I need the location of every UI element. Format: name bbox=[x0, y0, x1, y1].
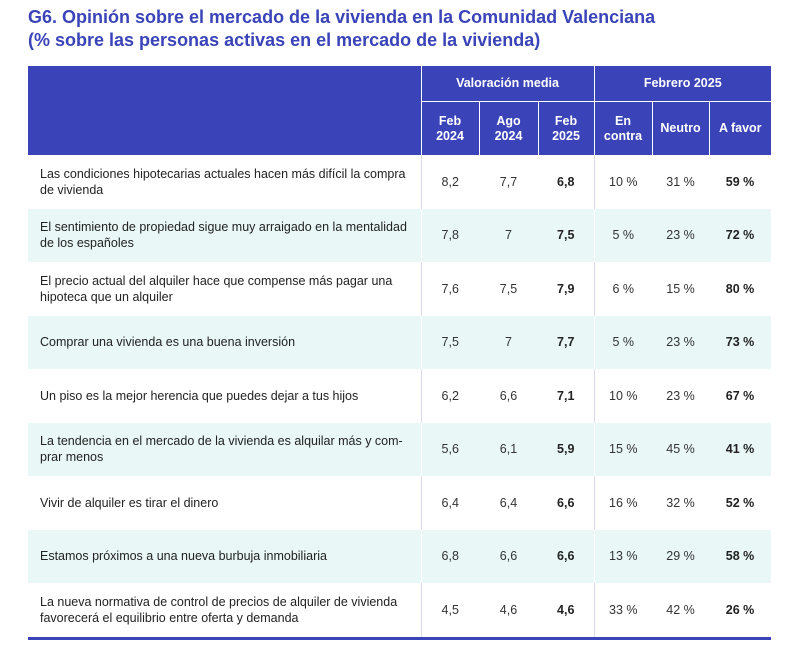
table-row: Un piso es la mejor herencia que puedes … bbox=[28, 369, 771, 423]
cell-neutro: 15 % bbox=[666, 281, 695, 296]
table-row: La nueva normativa de control de precios… bbox=[28, 583, 771, 640]
cell-ago2024: 7 bbox=[479, 315, 538, 369]
cell-feb2024: 6,8 bbox=[420, 529, 479, 583]
cell-neutro: 32 % bbox=[666, 495, 695, 510]
cell-a-favor: 26 % bbox=[709, 583, 771, 640]
cell-neutro: 29 % bbox=[652, 529, 709, 583]
cell-feb2024: 7,6 bbox=[420, 262, 479, 316]
cell-feb2025: 5,9 bbox=[538, 422, 594, 476]
cell-neutro: 45 % bbox=[652, 422, 709, 476]
header-col-neutro: Neutro bbox=[651, 101, 709, 155]
cell-a-favor: 67 % bbox=[725, 388, 755, 403]
cell-ago2024: 6,1 bbox=[479, 422, 538, 476]
cell-en-contra: 13 % bbox=[593, 529, 652, 583]
cell-a-favor: 72 % bbox=[709, 208, 771, 262]
cell-feb2024: 6,4 bbox=[420, 476, 479, 530]
cell-feb2025: 6,6 bbox=[538, 529, 594, 583]
cell-feb2024: 4,5 bbox=[420, 583, 479, 640]
table-row: Las condiciones hipotecarias actuales ha… bbox=[28, 155, 771, 209]
header-col-feb2024: Feb 2024 bbox=[420, 101, 479, 155]
cell-ago2024: 4,6 bbox=[479, 583, 538, 640]
cell-feb2025: 7,5 bbox=[538, 208, 594, 262]
cell-en-contra: 33 % bbox=[593, 583, 652, 640]
header-col-en-contra: En contra bbox=[593, 101, 652, 155]
cell-a-favor: 52 % bbox=[725, 495, 755, 510]
cell-en-contra: 6 % bbox=[593, 262, 652, 316]
cell-a-favor: 73 % bbox=[709, 315, 771, 369]
cell-en-contra: 5 % bbox=[593, 208, 652, 262]
cell-feb2025: 4,6 bbox=[538, 583, 594, 640]
cell-feb2024: 5,6 bbox=[420, 422, 479, 476]
cell-a-favor: 59 % bbox=[725, 174, 755, 189]
row-label: El sentimiento de propiedad sigue muy ar… bbox=[28, 208, 421, 262]
cell-en-contra: 10 % bbox=[593, 155, 652, 209]
cell-neutro: 23 % bbox=[652, 208, 709, 262]
opinion-table: Valoración media Febrero 2025 Feb 2024 Ag… bbox=[28, 66, 771, 640]
title-line-2: (% sobre las personas activas en el merc… bbox=[28, 30, 541, 50]
cell-ago2024: 7,5 bbox=[499, 281, 518, 296]
table-row: Comprar una vivienda es una buena invers… bbox=[28, 315, 771, 369]
cell-neutro: 23 % bbox=[652, 315, 709, 369]
cell-en-contra: 16 % bbox=[593, 476, 652, 530]
table-row: El precio actual del alquiler hace que c… bbox=[28, 262, 771, 316]
cell-ago2024: 7 bbox=[479, 208, 538, 262]
header-blank-2 bbox=[28, 101, 421, 155]
cell-ago2024: 7,7 bbox=[499, 174, 518, 189]
table-row: Estamos próximos a una nueva burbuja inm… bbox=[28, 529, 771, 583]
header-group-febrero: Febrero 2025 bbox=[593, 66, 771, 102]
header-group-valoracion: Valoración media bbox=[420, 66, 594, 102]
cell-feb2024: 7,5 bbox=[420, 315, 479, 369]
row-label: Comprar una vivienda es una buena invers… bbox=[28, 315, 421, 369]
chart-title: G6. Opinión sobre el mercado de la vivie… bbox=[28, 6, 768, 52]
cell-ago2024: 6,6 bbox=[499, 388, 518, 403]
row-label: Estamos próximos a una nueva burbuja inm… bbox=[28, 529, 421, 583]
cell-feb2025: 7,7 bbox=[538, 315, 594, 369]
table-row: Vivir de alquiler es tirar el dinero 6,4… bbox=[28, 476, 771, 530]
cell-feb2024: 7,8 bbox=[420, 208, 479, 262]
cell-neutro: 23 % bbox=[666, 388, 695, 403]
cell-a-favor: 58 % bbox=[709, 529, 771, 583]
cell-neutro: 31 % bbox=[666, 174, 695, 189]
table-row: El sentimiento de propiedad sigue muy ar… bbox=[28, 208, 771, 262]
header-col-feb2025: Feb 2025 bbox=[537, 101, 594, 155]
cell-ago2024: 6,6 bbox=[479, 529, 538, 583]
cell-en-contra: 10 % bbox=[593, 369, 652, 423]
cell-en-contra: 5 % bbox=[593, 315, 652, 369]
cell-feb2025: 6,6 bbox=[557, 495, 575, 510]
row-label: El precio actual del alquiler hace que c… bbox=[40, 273, 393, 304]
cell-ago2024: 6,4 bbox=[499, 495, 518, 510]
row-label: La nueva normativa de control de precios… bbox=[28, 583, 421, 640]
cell-feb2024: 8,2 bbox=[420, 155, 479, 209]
cell-feb2025: 7,1 bbox=[557, 388, 575, 403]
cell-a-favor: 80 % bbox=[725, 281, 755, 296]
cell-feb2024: 6,2 bbox=[420, 369, 479, 423]
title-line-1: G6. Opinión sobre el mercado de la vivie… bbox=[28, 7, 656, 27]
row-label: Vivir de alquiler es tirar el dinero bbox=[40, 495, 219, 510]
table-row: La tendencia en el mercado de la viviend… bbox=[28, 422, 771, 476]
cell-neutro: 42 % bbox=[652, 583, 709, 640]
cell-feb2025: 6,8 bbox=[557, 174, 575, 189]
cell-feb2025: 7,9 bbox=[557, 281, 575, 296]
row-label: Las condiciones hipotecarias actuales ha… bbox=[40, 166, 406, 197]
header-blank bbox=[28, 66, 421, 102]
row-label: Un piso es la mejor herencia que puedes … bbox=[40, 388, 359, 403]
header-col-a-favor: A favor bbox=[708, 101, 771, 155]
cell-a-favor: 41 % bbox=[709, 422, 771, 476]
row-label: La tendencia en el mercado de la viviend… bbox=[28, 422, 421, 476]
header-col-ago2024: Ago 2024 bbox=[478, 101, 538, 155]
cell-en-contra: 15 % bbox=[593, 422, 652, 476]
